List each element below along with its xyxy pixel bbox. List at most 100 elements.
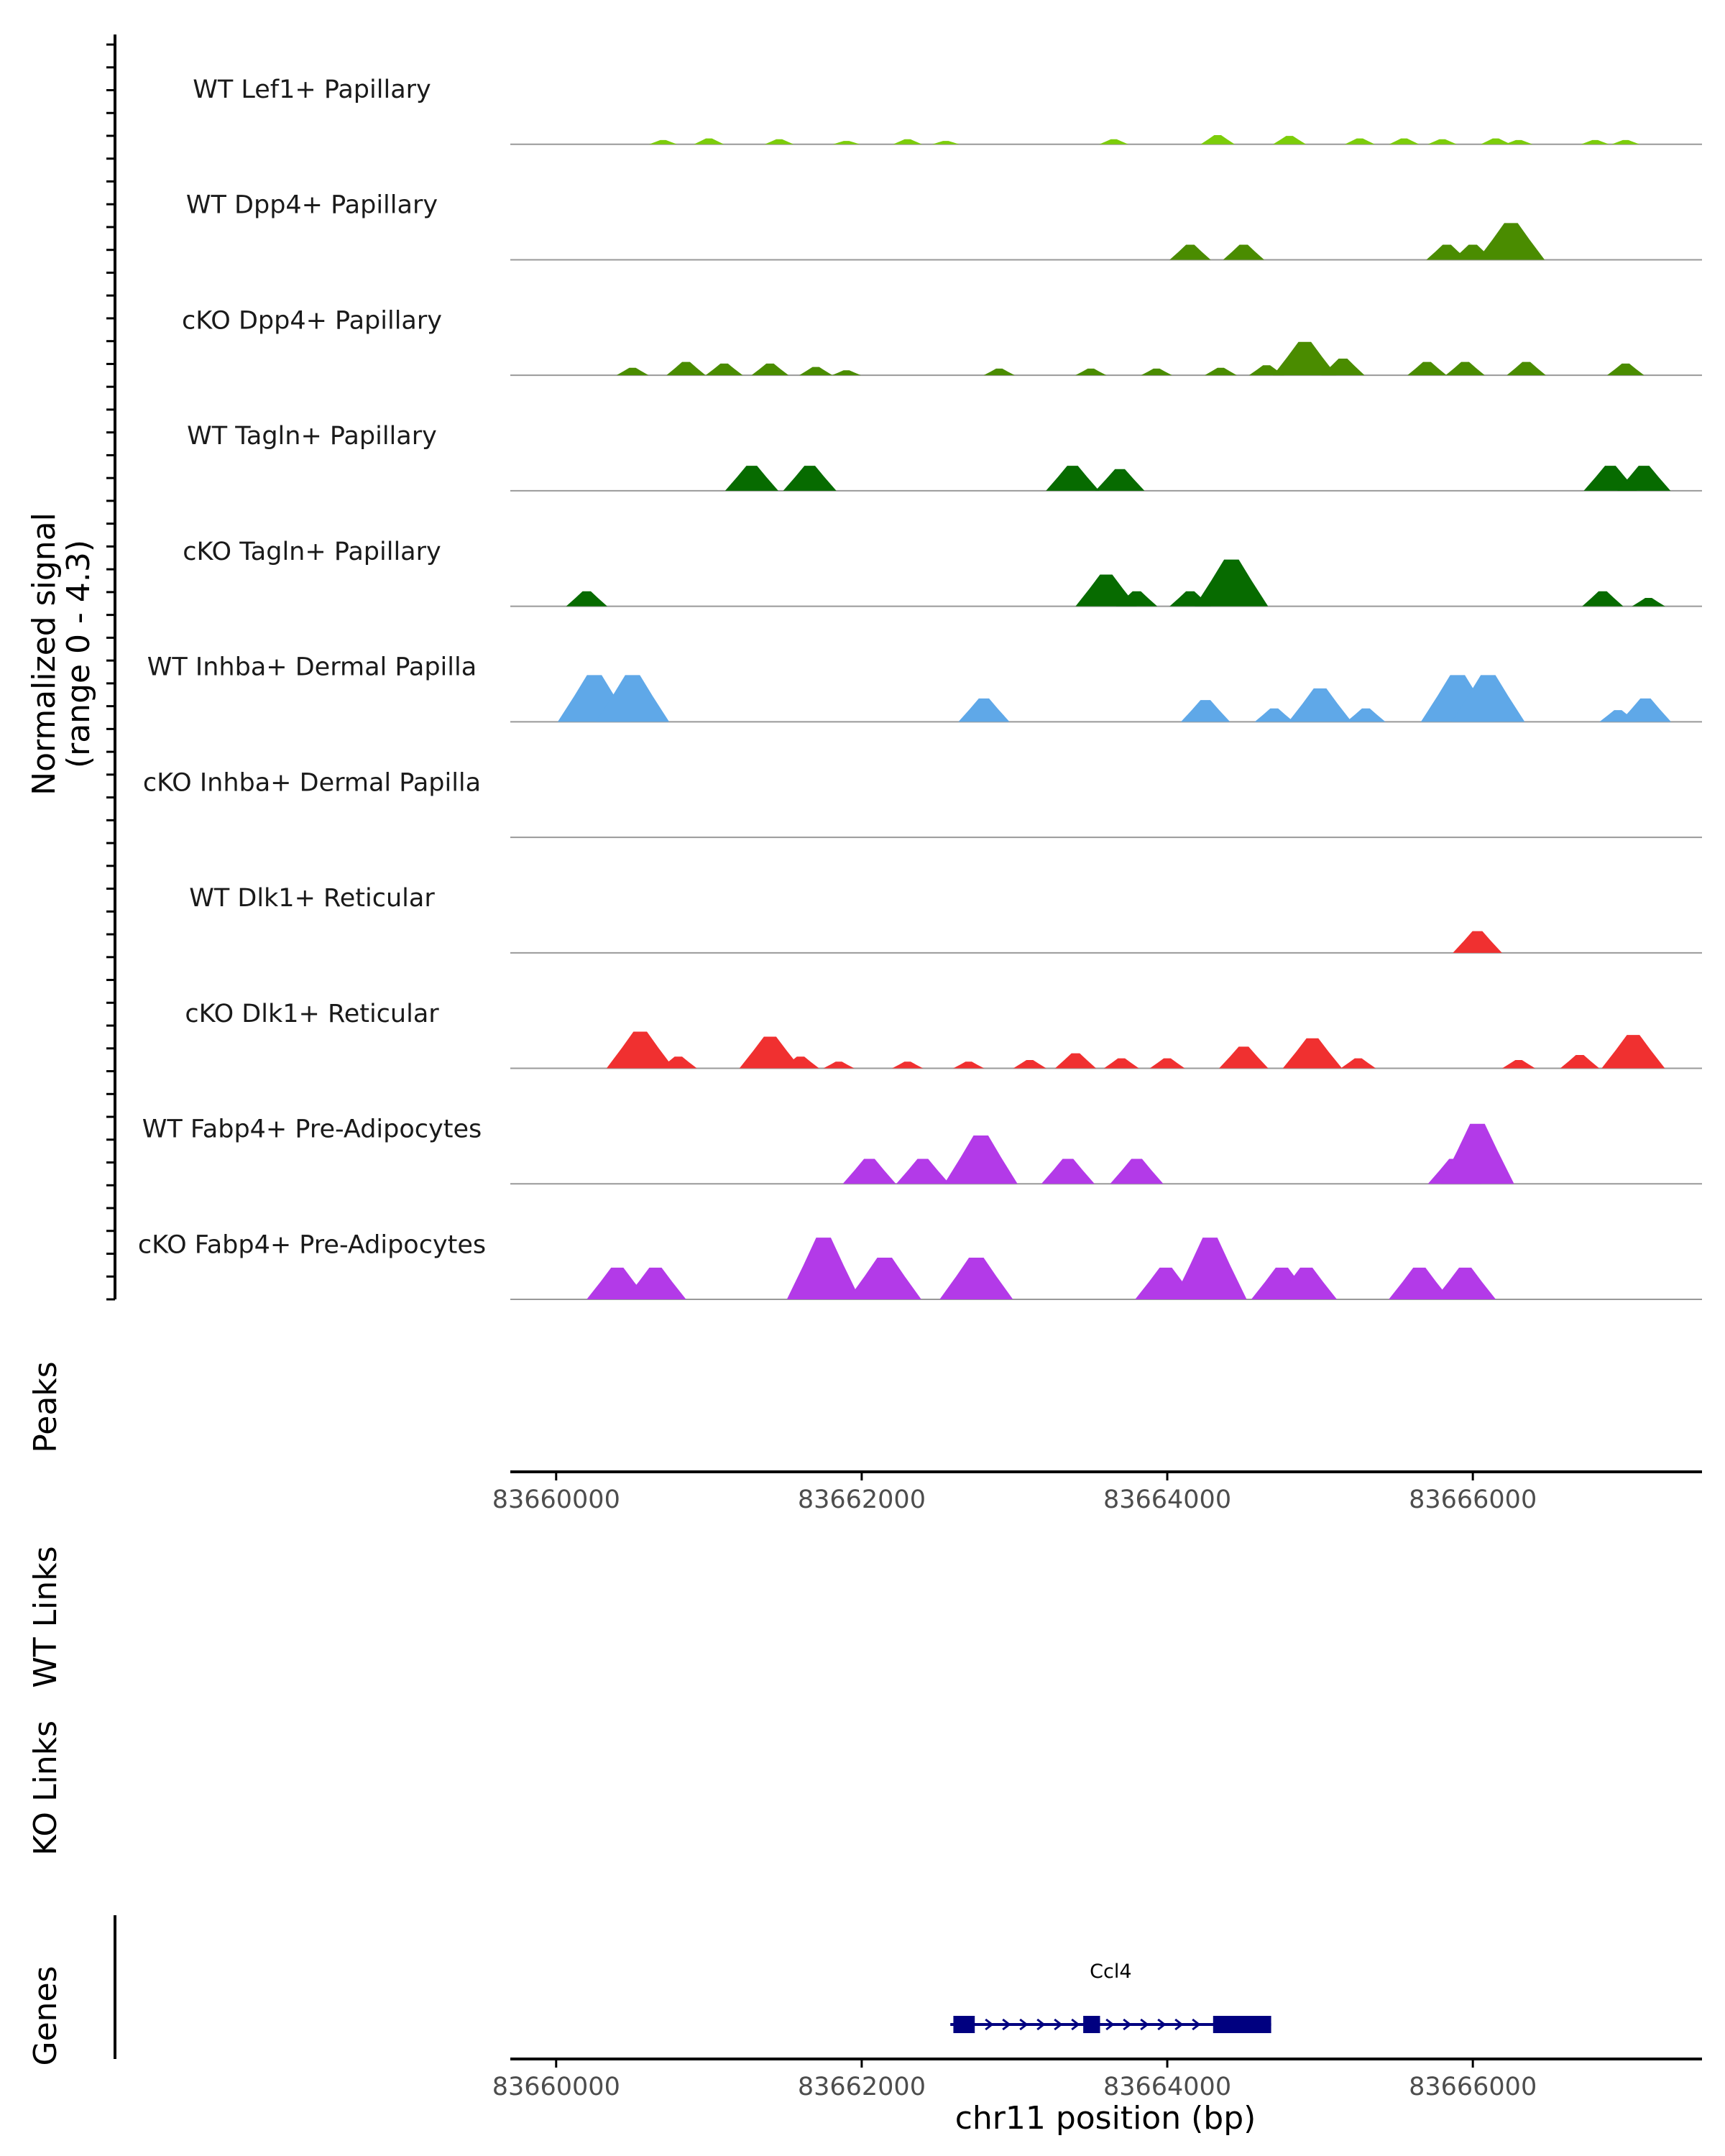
signal-peak [1434, 1267, 1496, 1299]
signal-peak [1173, 1238, 1247, 1299]
track: WT Dlk1+ Reticular [189, 884, 1702, 954]
signal-peak [1075, 574, 1137, 607]
signal-peak [958, 698, 1010, 722]
gene-name-label: Ccl4 [1090, 1961, 1131, 1983]
signal-peak [1288, 688, 1352, 722]
signal-peak [1275, 1267, 1338, 1299]
signal-peak [1581, 139, 1609, 144]
signal-peak [1041, 1158, 1095, 1184]
signal-peak [932, 141, 960, 144]
signal-peak [939, 1257, 1013, 1299]
signal-peak [1223, 244, 1264, 260]
gene-strand-arrow [1054, 2018, 1063, 2031]
wt-links-track-label: WT Links [27, 1546, 64, 1687]
signal-peak [1504, 139, 1533, 144]
signal-peak [1054, 1053, 1097, 1069]
signal-peak [751, 363, 789, 376]
track-label: WT Inhba+ Dermal Papilla [147, 653, 477, 682]
track-label: cKO Tagln+ Papillary [183, 538, 441, 566]
track: cKO Fabp4+ Pre-Adipocytes [138, 1230, 1702, 1300]
signal-peak [1273, 341, 1337, 376]
signal-peak [1282, 1038, 1343, 1069]
signal-peak [1103, 1058, 1139, 1069]
signal-peak [1273, 136, 1307, 144]
signal-peak [1560, 1054, 1600, 1069]
signal-peak [1200, 134, 1235, 144]
signal-peak [1582, 591, 1624, 607]
signal-peak [616, 367, 649, 376]
gene-exon [1083, 2016, 1100, 2033]
signal-peak [1219, 1046, 1269, 1069]
signal-peak [1254, 708, 1294, 722]
signal-peak [1619, 698, 1671, 722]
track: WT Inhba+ Dermal Papilla [147, 653, 1702, 723]
gene-strand-arrow [985, 2018, 994, 2031]
signal-peak [944, 1135, 1018, 1184]
signal-peak [724, 466, 778, 491]
track: cKO Tagln+ Papillary [183, 538, 1702, 607]
signal-peak [782, 1056, 819, 1069]
gene-exon [953, 2016, 975, 2033]
track: WT Dpp4+ Papillary [186, 191, 1702, 261]
genes-x-tick-label: 83666000 [1409, 2073, 1537, 2101]
signal-peak [1427, 139, 1457, 144]
signal-peak [892, 1061, 924, 1069]
gene-strand-arrow [1036, 2018, 1046, 2031]
track-label: WT Lef1+ Papillary [193, 75, 431, 104]
signal-peak [1110, 1158, 1164, 1184]
signal-peak [1407, 361, 1447, 376]
genes-x-tick-label: 83660000 [492, 2073, 620, 2101]
signal-peak [666, 361, 706, 376]
peaks-x-tick-label: 83666000 [1409, 1485, 1537, 1514]
gene-model: Ccl4 [950, 1961, 1271, 2033]
genes-x-tick-label: 83664000 [1103, 2073, 1231, 2101]
signal-ylabel-line1: Normalized signal [26, 512, 63, 796]
signal-peak [1611, 139, 1640, 144]
signal-peak [786, 1238, 860, 1299]
signal-peak [783, 466, 837, 491]
track-label: cKO Inhba+ Dermal Papilla [143, 768, 481, 797]
x-axis-label: chr11 position (bp) [955, 2100, 1256, 2137]
signal-peak [1606, 363, 1644, 376]
signal-peak [1321, 358, 1365, 376]
track-label: cKO Fabp4+ Pre-Adipocytes [138, 1230, 486, 1259]
gene-strand-arrow [1071, 2018, 1080, 2031]
gene-strand-arrow [1174, 2018, 1184, 2031]
signal-peak [566, 591, 607, 607]
genes-panel: 83660000 83662000 83664000 83666000 Ccl4 [114, 1915, 1702, 2101]
signal-peak [1344, 138, 1375, 144]
track: WT Lef1+ Papillary [193, 75, 1702, 145]
peaks-panel: 83660000 83662000 83664000 83666000 [492, 1470, 1702, 1514]
track: cKO Dpp4+ Papillary [182, 306, 1702, 377]
gene-strand-arrow [1002, 2018, 1011, 2031]
signal-peak [1340, 1058, 1376, 1069]
signal-peak [1389, 1267, 1450, 1299]
signal-peak [847, 1257, 921, 1299]
signal-peak [1099, 139, 1128, 144]
signal-peak [1075, 368, 1107, 376]
signal-peak [1451, 675, 1525, 722]
genes-track-label: Genes [27, 1966, 64, 2065]
signal-peak [1389, 138, 1420, 144]
signal-peak [625, 1267, 686, 1299]
genes-x-tick-label: 83662000 [798, 2073, 926, 2101]
peaks-track-label: Peaks [27, 1361, 64, 1452]
signal-peak [660, 1056, 697, 1069]
signal-peak [1440, 1123, 1514, 1184]
track-label: WT Dlk1+ Reticular [189, 884, 435, 913]
ko-links-track-label: KO Links [27, 1720, 64, 1856]
signal-peak [1453, 931, 1502, 953]
signal-peak [649, 139, 678, 144]
track: cKO Dlk1+ Reticular [185, 1000, 1702, 1069]
signal-peak [799, 367, 833, 376]
gene-strand-arrow [1123, 2018, 1132, 2031]
signal-peak [1095, 469, 1145, 491]
peaks-x-tick-label: 83662000 [798, 1485, 926, 1514]
signal-peak [1116, 591, 1158, 607]
signal-peak [983, 368, 1015, 376]
signal-peak [1141, 368, 1172, 376]
signal-peak [1617, 466, 1671, 491]
track-label: WT Dpp4+ Papillary [186, 191, 438, 220]
track: WT Fabp4+ Pre-Adipocytes [142, 1115, 1702, 1185]
